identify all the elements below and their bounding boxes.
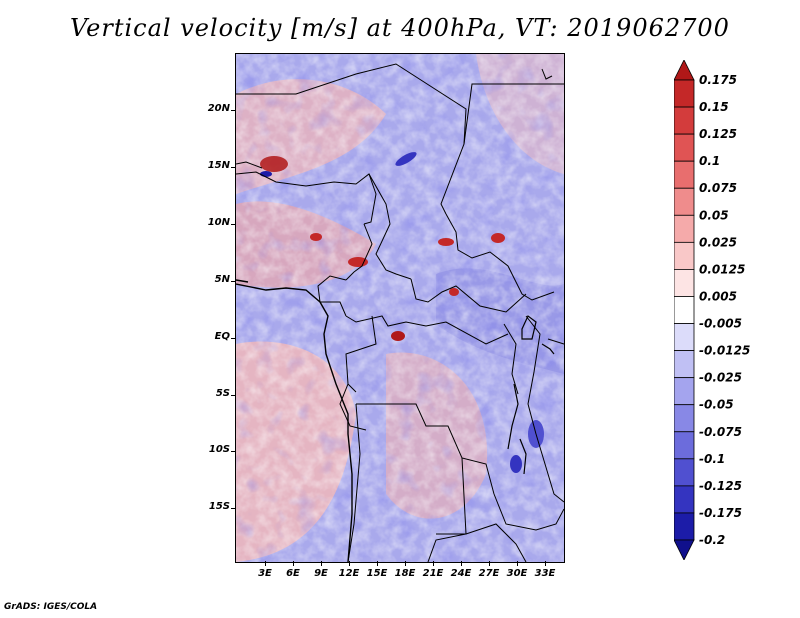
colorbar-level-label: 0.075 xyxy=(699,181,737,195)
lat-tick-mark xyxy=(231,224,236,225)
lat-tick-mark xyxy=(231,508,236,509)
colorbar-graphic: 0.175 0.15 0.125 0.1 0.075 0.05 0.025 0.0125 0.0… xyxy=(673,59,750,561)
lon-tick-label: 9E xyxy=(314,568,328,579)
lon-tick-label: 15E xyxy=(366,568,388,579)
map-panel xyxy=(235,54,565,563)
lat-tick-mark xyxy=(231,338,236,339)
colorbar-segment xyxy=(673,59,695,81)
vertical-velocity-field xyxy=(235,54,565,563)
lon-tick-mark xyxy=(545,561,546,566)
colorbar-level-label: -0.075 xyxy=(699,425,742,439)
lat-tick-label: 5N xyxy=(214,274,230,285)
lon-tick-label: 18E xyxy=(394,568,416,579)
lon-tick-label: 3E xyxy=(258,568,272,579)
colorbar-level-label: -0.005 xyxy=(699,317,742,331)
colorbar-segment xyxy=(673,377,695,406)
colorbar-segment xyxy=(673,160,695,189)
lon-tick-mark xyxy=(489,561,490,566)
colorbar-level-label: -0.175 xyxy=(699,506,742,520)
colorbar-level-label: -0.05 xyxy=(699,398,734,412)
lat-tick-label: 10N xyxy=(207,217,230,228)
colorbar-level-label: 0.005 xyxy=(699,289,737,303)
lon-tick-mark xyxy=(517,561,518,566)
lon-tick-mark xyxy=(321,561,322,566)
lon-tick-label: 27E xyxy=(478,568,500,579)
colorbar-level-label: -0.025 xyxy=(699,371,742,385)
colorbar-segment xyxy=(673,269,695,297)
coastline xyxy=(235,279,353,563)
colorbar-segment xyxy=(673,214,695,243)
lat-tick-label: 10S xyxy=(208,444,230,455)
lat-tick-mark xyxy=(231,281,236,282)
lat-tick-label: 15S xyxy=(208,501,230,512)
lon-tick-label: 12E xyxy=(338,568,360,579)
lon-tick-mark xyxy=(405,561,406,566)
lon-tick-label: 30E xyxy=(506,568,528,579)
lat-tick-mark xyxy=(231,395,236,396)
lat-tick-mark xyxy=(231,110,236,111)
lon-tick-mark xyxy=(377,561,378,566)
lon-tick-label: 6E xyxy=(286,568,300,579)
lon-tick-mark xyxy=(293,561,294,566)
lon-tick-label: 21E xyxy=(422,568,444,579)
colorbar-segment xyxy=(673,431,695,460)
colorbar-segment xyxy=(673,323,695,351)
lat-tick-label: 15N xyxy=(207,160,230,171)
colorbar-level-label: 0.125 xyxy=(699,127,737,141)
lon-tick-mark xyxy=(349,561,350,566)
lon-tick-mark xyxy=(461,561,462,566)
colorbar-segment xyxy=(673,485,695,514)
colorbar-level-label: -0.1 xyxy=(699,452,725,466)
colorbar-level-label: -0.125 xyxy=(699,479,742,493)
lon-tick-label: 24E xyxy=(450,568,472,579)
colorbar-segment xyxy=(673,187,695,216)
colorbar-segment xyxy=(673,106,695,135)
colorbar-level-label: -0.2 xyxy=(699,533,725,547)
colorbar-segment xyxy=(673,241,695,270)
colorbar-level-label: 0.025 xyxy=(699,235,737,249)
colorbar-level-label: 0.15 xyxy=(699,100,729,114)
lon-tick-mark xyxy=(265,561,266,566)
colorbar-segment xyxy=(673,296,695,324)
lat-tick-label: 5S xyxy=(215,388,230,399)
colorbar-segment xyxy=(673,512,695,541)
colorbar-level-label: 0.1 xyxy=(699,154,720,168)
colorbar-level-label: 0.175 xyxy=(699,73,737,87)
colorbar: 0.175 0.15 0.125 0.1 0.075 0.05 0.025 0.0125 0.0… xyxy=(673,59,800,561)
lat-tick-mark xyxy=(231,167,236,168)
country-boundaries xyxy=(235,63,565,563)
colorbar-segment xyxy=(673,79,695,108)
colorbar-segment xyxy=(673,133,695,162)
lon-tick-label: 33E xyxy=(534,568,556,579)
lat-tick-mark xyxy=(231,451,236,452)
colorbar-level-label: 0.0125 xyxy=(699,262,745,276)
credit-label: GrADS: IGES/COLA xyxy=(4,602,98,612)
colorbar-level-label: 0.05 xyxy=(699,208,729,222)
lakes xyxy=(507,315,555,475)
colorbar-segment xyxy=(673,350,695,379)
colorbar-segment xyxy=(673,539,695,561)
chart-title: Vertical velocity [m/s] at 400hPa, VT: 2… xyxy=(70,14,730,42)
lat-tick-label: EQ xyxy=(214,331,230,342)
colorbar-level-label: -0.0125 xyxy=(699,344,750,358)
colorbar-segment xyxy=(673,458,695,487)
lat-tick-label: 20N xyxy=(207,103,230,114)
lon-tick-mark xyxy=(433,561,434,566)
colorbar-segment xyxy=(673,404,695,433)
